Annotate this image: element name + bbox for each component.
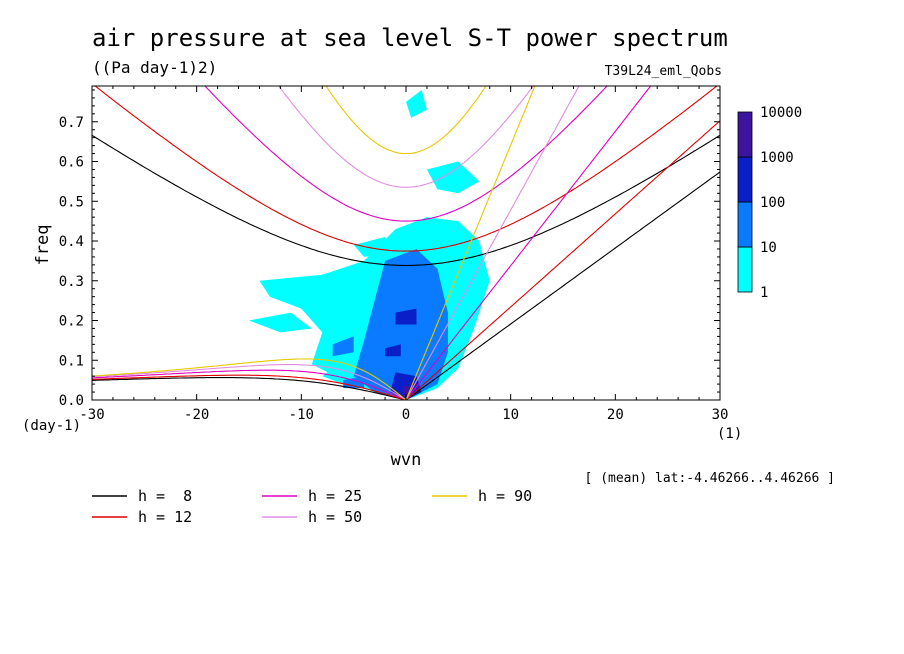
legend-label-h50: h = 50 [308, 508, 362, 526]
y-tick-label: 0.4 [59, 234, 84, 250]
power-region-level-100-2 [385, 344, 401, 357]
power-region-level-100-1 [395, 308, 417, 325]
legend-label-h8: h = 8 [138, 487, 192, 505]
colorbar-swatch [737, 111, 753, 158]
curve-h12-rossby [92, 374, 407, 400]
x-tick-label: -10 [289, 407, 314, 423]
colorbar-swatch [737, 201, 753, 248]
power-region-level-1-2 [426, 161, 480, 194]
curve-h90-rossby [92, 358, 407, 400]
curve-h50-gravity [278, 86, 534, 188]
y-axis: 0.0 0.1 0.2 0.3 0.4 0.5 0.6 0.7 [59, 89, 720, 409]
x-axis-label: wvn [391, 450, 422, 470]
y-tick-label: 0.7 [59, 115, 84, 131]
curve-h25-kelvin [405, 86, 652, 400]
colorbar-label: 10000 [760, 105, 802, 121]
curve-h50-rossby [92, 363, 407, 400]
curve-h12-gravity [94, 86, 718, 252]
curve-h90-kelvin [405, 86, 536, 400]
x-tick-label: -20 [184, 407, 209, 423]
curve-h8-gravity [92, 134, 720, 267]
power-region-level-1-3 [406, 90, 427, 118]
legend-label-h12: h = 12 [138, 508, 192, 526]
legend-label-h25: h = 25 [308, 487, 362, 505]
x-tick-label: 30 [712, 407, 729, 423]
colorbar-swatch [737, 156, 753, 203]
y-tick-label: 0.0 [59, 393, 84, 409]
y-axis-label: freq [33, 225, 53, 266]
power-region-level-10-1 [332, 336, 354, 357]
y-tick-label: 0.2 [59, 314, 84, 330]
latitude-footnote: [ (mean) lat:-4.46266..4.46266 ] [585, 471, 835, 486]
y-unit-label: (day-1) [22, 418, 81, 434]
colorbar-label: 10 [760, 240, 777, 256]
legend: h = 8 h = 12 h = 25 h = 50 h = 90 [92, 487, 532, 526]
y-tick-label: 0.1 [59, 353, 84, 369]
x-tick-label: 10 [502, 407, 519, 423]
power-region-level-1-1 [249, 312, 312, 333]
y-tick-label: 0.5 [59, 194, 84, 210]
chart-title: air pressure at sea level S-T power spec… [92, 24, 728, 52]
colorbar-label: 100 [760, 195, 785, 211]
y-tick-label: 0.6 [59, 155, 84, 171]
x-tick-label: 0 [402, 407, 410, 423]
legend-label-h90: h = 90 [478, 487, 532, 505]
experiment-label: T39L24_eml_Qobs [605, 64, 722, 79]
curve-h25-rossby [92, 369, 407, 400]
colorbar: 1 10 100 1000 10000 [737, 105, 802, 301]
colorbar-label: 1000 [760, 150, 794, 166]
x-unit-label: (1) [717, 426, 742, 442]
colorbar-label: 1 [760, 285, 768, 301]
x-tick-label: 20 [607, 407, 624, 423]
curve-h8-rossby [92, 377, 407, 400]
y-tick-label: 0.3 [59, 274, 84, 290]
curve-h8-kelvin [405, 171, 720, 400]
x-axis: -30 -20 -10 0 10 20 30 [79, 86, 728, 423]
curve-h12-kelvin [405, 120, 720, 400]
colorbar-swatch [737, 246, 753, 293]
curve-h25-gravity [204, 86, 608, 222]
curve-h90-gravity [325, 86, 487, 155]
power-region-level-1-5 [353, 237, 396, 257]
x-tick-label: -30 [79, 407, 104, 423]
chart-units: ((Pa day-1)2) [92, 58, 217, 77]
dispersion-curves [92, 86, 720, 400]
curve-h50-kelvin [405, 86, 580, 400]
